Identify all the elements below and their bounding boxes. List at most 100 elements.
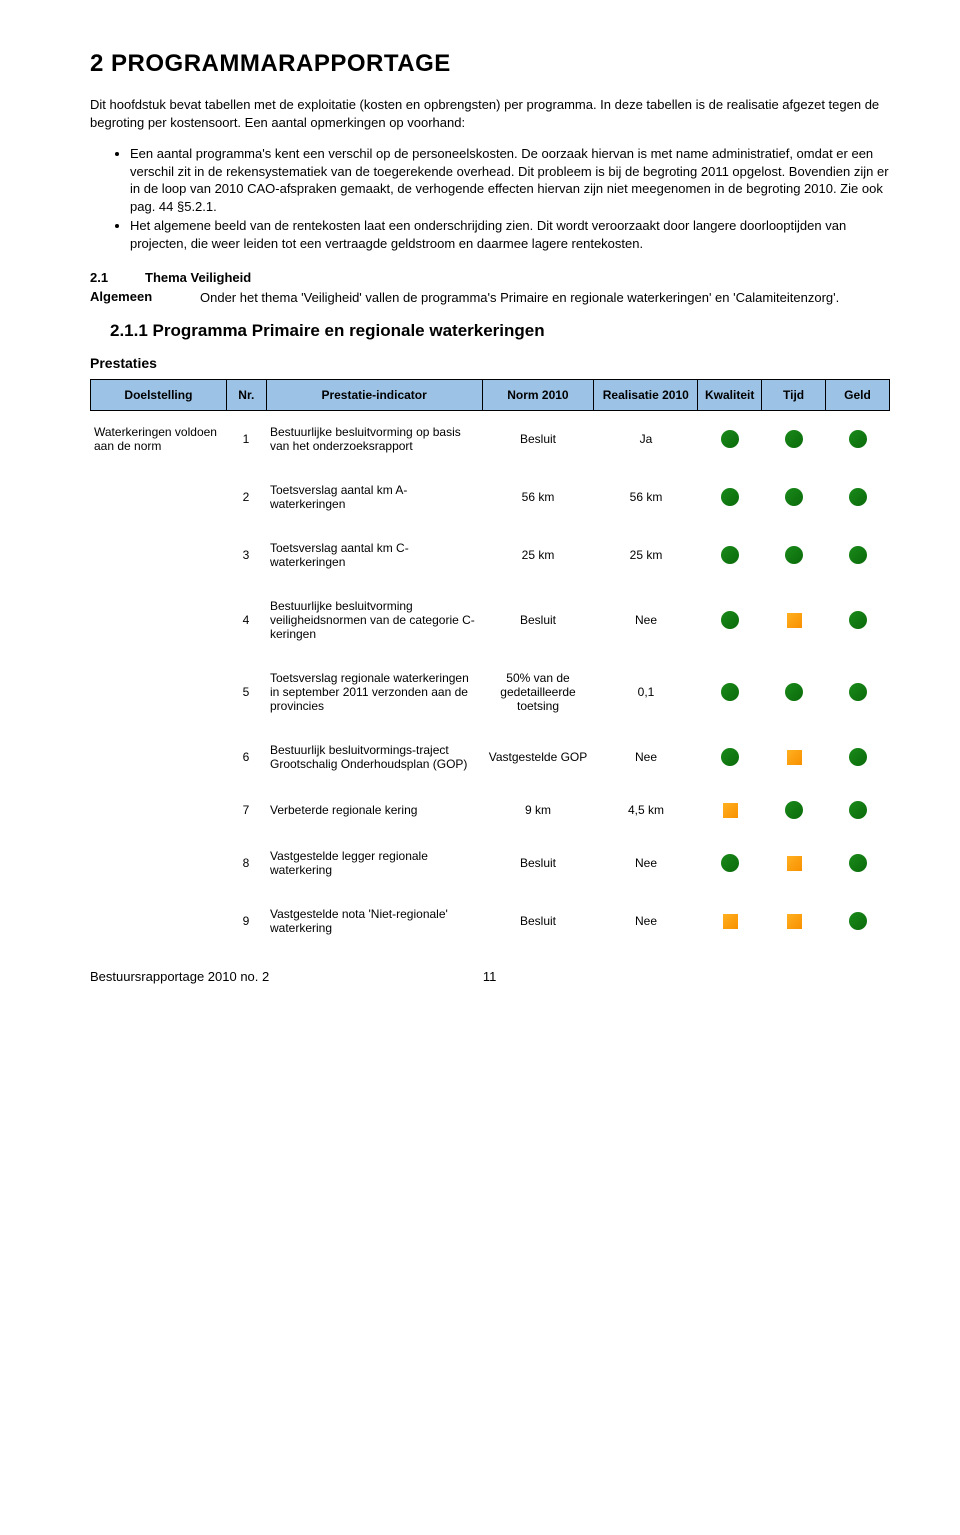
cell-nr: 4 xyxy=(226,595,266,645)
cell-indicator: Bestuurlijk besluitvormings-traject Groo… xyxy=(266,739,482,775)
prestaties-row: 4Bestuurlijke besluitvorming veiligheids… xyxy=(90,595,890,645)
page-footer: Bestuursrapportage 2010 no. 2 11 xyxy=(90,969,890,984)
algemeen-row: Algemeen Onder het thema 'Veiligheid' va… xyxy=(90,289,890,307)
status-dot-green xyxy=(849,546,867,564)
status-dot-green xyxy=(785,683,803,701)
cell-tijd xyxy=(762,595,826,645)
subsection-title: 2.1.1 Programma Primaire en regionale wa… xyxy=(110,321,890,341)
prestaties-row: 8Vastgestelde legger regionale waterkeri… xyxy=(90,845,890,881)
section-label: Thema Veiligheid xyxy=(145,270,251,285)
status-square-orange xyxy=(787,750,802,765)
section-number: 2.1 xyxy=(90,270,145,285)
cell-geld xyxy=(826,739,890,775)
cell-kwaliteit xyxy=(698,595,762,645)
cell-kwaliteit xyxy=(698,739,762,775)
cell-kwaliteit xyxy=(698,903,762,939)
status-dot-green xyxy=(721,430,739,448)
prestaties-row: 9Vastgestelde nota 'Niet-regionale' wate… xyxy=(90,903,890,939)
cell-kwaliteit xyxy=(698,667,762,717)
col-indicator: Prestatie-indicator xyxy=(266,379,482,410)
status-dot-green xyxy=(785,488,803,506)
status-dot-green xyxy=(785,546,803,564)
cell-geld xyxy=(826,797,890,823)
cell-norm: Besluit xyxy=(482,421,594,457)
cell-norm: Besluit xyxy=(482,595,594,645)
cell-tijd xyxy=(762,739,826,775)
cell-norm: Besluit xyxy=(482,845,594,881)
cell-nr: 8 xyxy=(226,845,266,881)
bullet-list: Een aantal programma's kent een verschil… xyxy=(90,145,890,252)
status-dot-green xyxy=(721,683,739,701)
cell-geld xyxy=(826,421,890,457)
cell-realisatie: 25 km xyxy=(594,537,698,573)
prestaties-row: 5Toetsverslag regionale waterkeringen in… xyxy=(90,667,890,717)
col-nr: Nr. xyxy=(226,379,266,410)
cell-tijd xyxy=(762,845,826,881)
cell-kwaliteit xyxy=(698,421,762,457)
status-dot-green xyxy=(849,683,867,701)
cell-kwaliteit xyxy=(698,537,762,573)
cell-realisatie: 0,1 xyxy=(594,667,698,717)
cell-nr: 3 xyxy=(226,537,266,573)
cell-norm: Vastgestelde GOP xyxy=(482,739,594,775)
algemeen-label: Algemeen xyxy=(90,289,200,307)
status-dot-green xyxy=(849,854,867,872)
cell-realisatie: 56 km xyxy=(594,479,698,515)
footer-page-number: 11 xyxy=(483,969,497,984)
cell-kwaliteit xyxy=(698,845,762,881)
status-dot-green xyxy=(721,611,739,629)
status-square-orange xyxy=(787,613,802,628)
col-kwaliteit: Kwaliteit xyxy=(698,379,762,410)
status-square-orange xyxy=(723,914,738,929)
col-norm: Norm 2010 xyxy=(482,379,594,410)
prestaties-row: 6Bestuurlijk besluitvormings-traject Gro… xyxy=(90,739,890,775)
status-dot-green xyxy=(721,748,739,766)
status-square-orange xyxy=(723,803,738,818)
cell-doelstelling-empty xyxy=(90,537,226,573)
prestaties-row: Waterkeringen voldoen aan de norm1Bestuu… xyxy=(90,421,890,457)
cell-indicator: Bestuurlijke besluitvorming op basis van… xyxy=(266,421,482,457)
cell-nr: 9 xyxy=(226,903,266,939)
cell-tijd xyxy=(762,903,826,939)
cell-tijd xyxy=(762,797,826,823)
cell-indicator: Toetsverslag aantal km C-waterkeringen xyxy=(266,537,482,573)
cell-geld xyxy=(826,537,890,573)
status-dot-green xyxy=(785,801,803,819)
cell-tijd xyxy=(762,667,826,717)
bullet-item: Een aantal programma's kent een verschil… xyxy=(130,145,890,215)
cell-realisatie: Ja xyxy=(594,421,698,457)
cell-norm: 9 km xyxy=(482,797,594,823)
status-dot-green xyxy=(849,430,867,448)
cell-geld xyxy=(826,595,890,645)
cell-norm: 25 km xyxy=(482,537,594,573)
cell-nr: 2 xyxy=(226,479,266,515)
col-geld: Geld xyxy=(826,379,890,410)
status-dot-green xyxy=(721,488,739,506)
algemeen-text: Onder het thema 'Veiligheid' vallen de p… xyxy=(200,289,839,307)
cell-indicator: Verbeterde regionale kering xyxy=(266,797,482,823)
cell-indicator: Vastgestelde legger regionale waterkerin… xyxy=(266,845,482,881)
status-dot-green xyxy=(849,748,867,766)
cell-realisatie: 4,5 km xyxy=(594,797,698,823)
col-tijd: Tijd xyxy=(762,379,826,410)
cell-indicator: Toetsverslag aantal km A-waterkeringen xyxy=(266,479,482,515)
cell-doelstelling-empty xyxy=(90,739,226,775)
cell-geld xyxy=(826,903,890,939)
cell-doelstelling-empty xyxy=(90,479,226,515)
status-dot-green xyxy=(849,801,867,819)
prestaties-header-table: Doelstelling Nr. Prestatie-indicator Nor… xyxy=(90,379,890,411)
status-dot-green xyxy=(849,611,867,629)
cell-indicator: Bestuurlijke besluitvorming veiligheidsn… xyxy=(266,595,482,645)
cell-doelstelling-empty xyxy=(90,595,226,645)
cell-realisatie: Nee xyxy=(594,739,698,775)
status-dot-green xyxy=(721,854,739,872)
cell-kwaliteit xyxy=(698,479,762,515)
bullet-item: Het algemene beeld van de rentekosten la… xyxy=(130,217,890,252)
page-title: 2 PROGRAMMARAPPORTAGE xyxy=(90,50,890,78)
prestaties-heading: Prestaties xyxy=(90,355,890,371)
cell-norm: Besluit xyxy=(482,903,594,939)
cell-tijd xyxy=(762,421,826,457)
cell-nr: 1 xyxy=(226,421,266,457)
cell-norm: 50% van de gedetailleerde toetsing xyxy=(482,667,594,717)
status-dot-green xyxy=(721,546,739,564)
